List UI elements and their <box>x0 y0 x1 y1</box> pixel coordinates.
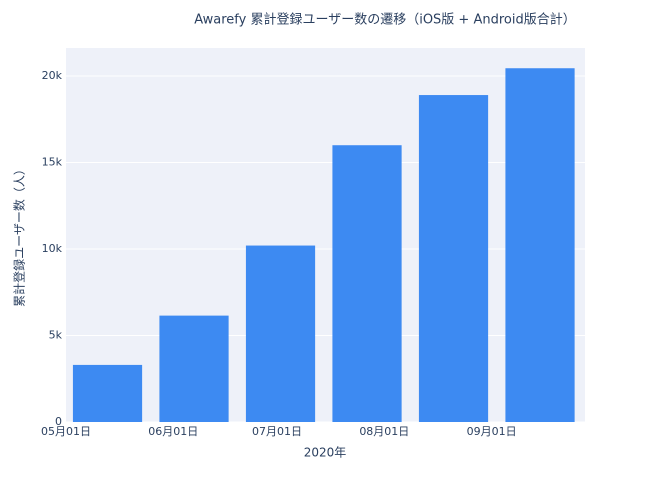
bar <box>72 364 143 422</box>
x-axis-title: 2020年 <box>304 446 347 460</box>
bar <box>159 315 229 422</box>
y-tick-label: 10k <box>42 242 63 255</box>
x-tick-label: 08月01日 <box>359 425 409 438</box>
y-tick-label: 15k <box>42 156 63 169</box>
x-tick-label: 09月01日 <box>467 425 517 438</box>
bar <box>505 68 575 422</box>
plot-area <box>66 48 585 422</box>
y-tick-label: 20k <box>42 69 63 82</box>
y-tick-label: 5k <box>49 329 63 342</box>
x-tick-label: 07月01日 <box>252 425 302 438</box>
bar <box>245 245 316 422</box>
x-tick-label: 05月01日 <box>41 425 91 438</box>
chart-title: Awarefy 累計登録ユーザー数の遷移（iOS版 + Android版合計） <box>194 12 575 28</box>
y-tick-label: 0 <box>55 415 62 428</box>
y-axis-title: 累計登録ユーザー数（人） <box>12 163 27 307</box>
x-tick-label: 06月01日 <box>148 425 198 438</box>
bar <box>332 145 402 422</box>
bar <box>418 95 489 422</box>
